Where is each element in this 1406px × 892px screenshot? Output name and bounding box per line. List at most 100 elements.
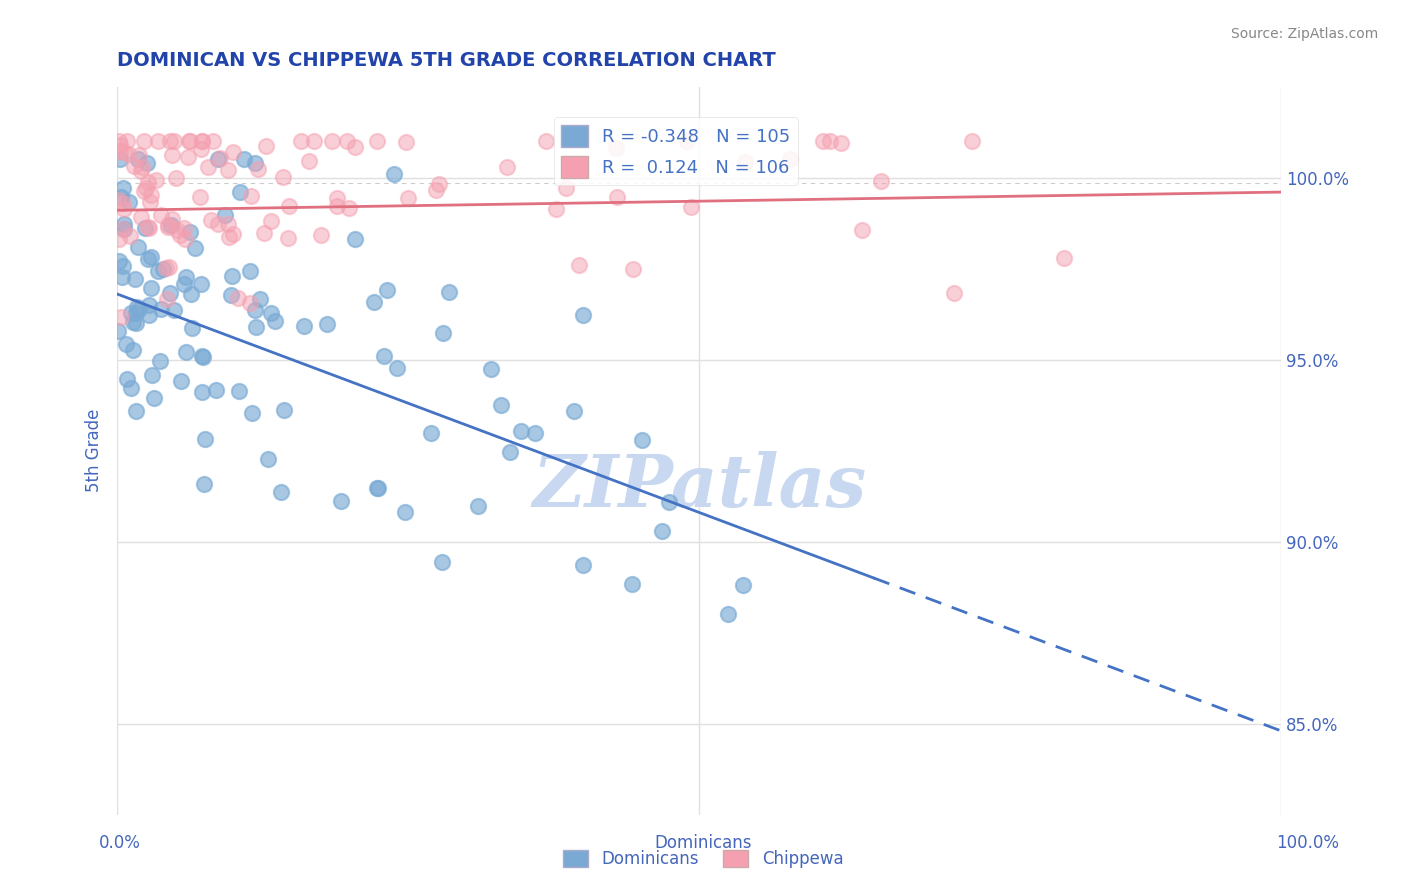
- Text: Dominicans: Dominicans: [654, 834, 752, 852]
- Point: [239, 296, 262, 310]
- Point: [193, 477, 215, 491]
- Point: [136, 176, 159, 190]
- Point: [108, 137, 131, 152]
- Text: DOMINICAN VS CHIPPEWA 5TH GRADE CORRELATION CHART: DOMINICAN VS CHIPPEWA 5TH GRADE CORRELAT…: [117, 51, 776, 70]
- Point: [222, 227, 245, 242]
- Point: [132, 134, 155, 148]
- Point: [110, 310, 132, 324]
- Point: [128, 148, 150, 162]
- Point: [108, 232, 131, 246]
- Point: [256, 139, 278, 153]
- Point: [125, 306, 148, 320]
- Point: [298, 153, 321, 168]
- Point: [243, 303, 266, 318]
- Point: [651, 524, 673, 539]
- Point: [273, 403, 295, 417]
- Point: [779, 153, 801, 167]
- Point: [222, 145, 245, 160]
- Point: [165, 170, 187, 185]
- Point: [260, 214, 283, 228]
- Point: [221, 288, 243, 302]
- Point: [396, 191, 419, 205]
- Point: [631, 433, 654, 447]
- Point: [427, 177, 450, 191]
- Point: [214, 208, 236, 222]
- Point: [247, 162, 270, 177]
- Point: [115, 134, 138, 148]
- Point: [111, 222, 134, 236]
- Point: [146, 134, 169, 148]
- Point: [110, 270, 132, 285]
- Point: [495, 161, 517, 175]
- Point: [118, 195, 141, 210]
- Point: [141, 368, 163, 382]
- Point: [382, 167, 405, 181]
- Point: [159, 134, 181, 148]
- Point: [122, 315, 145, 329]
- Point: [960, 134, 983, 148]
- Point: [112, 145, 135, 159]
- Point: [108, 144, 131, 158]
- Point: [180, 320, 202, 334]
- Point: [184, 241, 207, 255]
- Text: 0.0%: 0.0%: [98, 834, 141, 852]
- Point: [138, 298, 160, 312]
- Point: [191, 349, 214, 363]
- Point: [157, 260, 180, 274]
- Point: [681, 200, 703, 214]
- Point: [277, 230, 299, 244]
- Point: [131, 160, 153, 174]
- Point: [257, 452, 280, 467]
- Y-axis label: 5th Grade: 5th Grade: [86, 409, 103, 492]
- Point: [163, 302, 186, 317]
- Point: [572, 308, 595, 322]
- Point: [179, 134, 201, 148]
- Point: [129, 211, 152, 225]
- Point: [107, 324, 129, 338]
- Point: [813, 134, 835, 148]
- Point: [190, 142, 212, 156]
- Point: [205, 383, 228, 397]
- Point: [149, 301, 172, 316]
- Point: [240, 189, 263, 203]
- Point: [177, 134, 200, 148]
- Point: [112, 259, 135, 273]
- Point: [309, 228, 332, 243]
- Point: [481, 362, 503, 376]
- Point: [675, 134, 697, 148]
- Point: [122, 159, 145, 173]
- Point: [139, 194, 162, 209]
- Point: [155, 261, 177, 276]
- Point: [270, 484, 292, 499]
- Point: [110, 153, 132, 167]
- Point: [226, 291, 249, 305]
- Point: [208, 152, 231, 166]
- Point: [115, 372, 138, 386]
- Point: [1053, 252, 1076, 266]
- Point: [135, 181, 157, 195]
- Point: [343, 140, 366, 154]
- Point: [139, 188, 162, 202]
- Point: [605, 141, 627, 155]
- Point: [139, 280, 162, 294]
- Point: [437, 285, 460, 299]
- Point: [509, 424, 531, 438]
- Point: [169, 227, 191, 242]
- Point: [240, 406, 263, 420]
- Point: [114, 336, 136, 351]
- Point: [138, 308, 160, 322]
- Legend: Dominicans, Chippewa: Dominicans, Chippewa: [555, 843, 851, 875]
- Point: [830, 136, 852, 150]
- Point: [260, 306, 283, 320]
- Text: Source: ZipAtlas.com: Source: ZipAtlas.com: [1230, 27, 1378, 41]
- Point: [134, 184, 156, 198]
- Point: [120, 229, 142, 244]
- Point: [112, 202, 135, 216]
- Point: [499, 444, 522, 458]
- Point: [188, 190, 211, 204]
- Point: [174, 232, 197, 246]
- Point: [233, 153, 256, 167]
- Point: [107, 193, 129, 207]
- Point: [142, 391, 165, 405]
- Point: [191, 350, 214, 364]
